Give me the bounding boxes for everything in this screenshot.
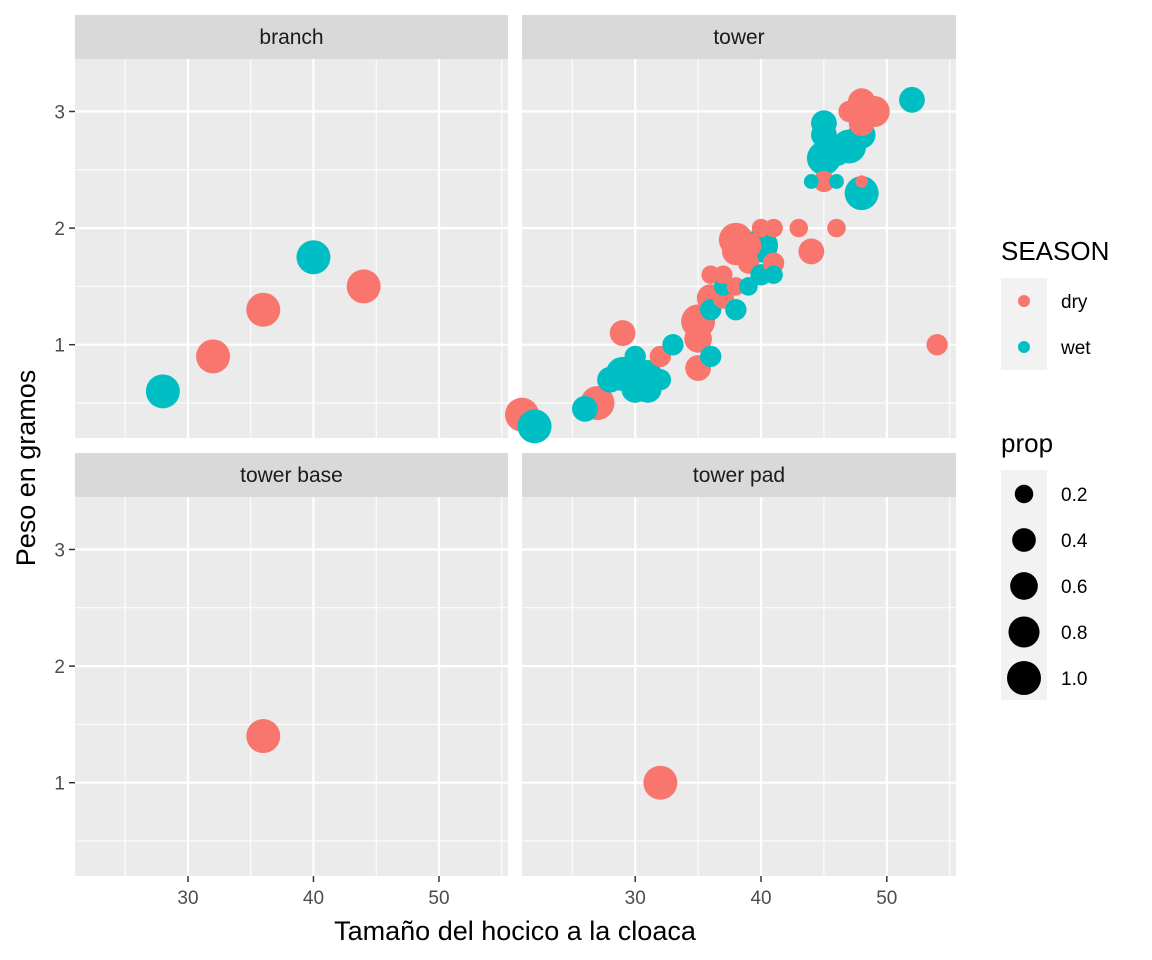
data-point-wet [649,369,672,391]
data-point-dry [246,292,281,327]
facet-strip [522,15,956,59]
facet-strip [522,453,956,497]
data-point-wet [624,345,646,368]
season-legend-title: SEASON [1001,236,1109,266]
data-point-wet [700,345,722,368]
prop-legend-label: 0.6 [1061,577,1087,598]
x-tick-label: 40 [303,888,324,909]
data-point-wet [811,110,837,137]
prop-legend-title: prop [1001,428,1053,458]
season-legend-label: dry [1061,292,1088,313]
prop-legend-label: 0.8 [1061,623,1087,644]
data-point-dry [838,100,860,123]
data-point-dry [609,320,636,346]
facet-strip-label: tower [713,26,764,49]
panel-background [75,59,508,438]
facet-panels: branch tower tower base tower pad [75,15,956,876]
x-tick-label: 40 [750,888,771,909]
prop-legend-key [1008,616,1040,648]
prop-legend-key [1007,661,1041,695]
data-point-dry [926,334,948,356]
facet-strip-label: tower base [240,464,343,487]
data-point-dry [827,218,846,238]
facet-strip [75,453,508,497]
facet-tower: tower [505,15,956,444]
data-point-dry [196,339,231,374]
data-point-wet [296,240,331,275]
panel-background [75,497,508,876]
y-tick-label: 1 [54,336,65,357]
data-point-wet [571,395,598,422]
facet-strip-label: branch [259,26,323,49]
data-point-wet [844,176,879,211]
axes: 1 2 3 1 2 3 30 40 50 30 40 50 [54,102,897,909]
data-point-wet [829,174,844,189]
prop-legend-label: 0.4 [1061,531,1088,552]
data-point-wet [803,174,819,189]
x-axis-title: Tamaño del hocico a la cloaca [334,916,697,946]
data-point-dry [246,719,281,754]
data-point-dry [855,175,868,188]
x-tick-label: 50 [876,888,897,909]
data-point-wet [145,374,180,409]
prop-legend-label: 1.0 [1061,669,1087,690]
y-tick-label: 3 [54,540,65,561]
data-point-wet [899,86,925,113]
data-point-dry [346,269,381,304]
season-legend-key-wet [1018,341,1030,353]
data-point-wet [662,334,684,356]
season-legend-key-dry [1018,295,1030,307]
y-tick-label: 2 [54,657,65,678]
facet-strip-label: tower pad [693,464,785,487]
y-tick-label: 3 [54,102,65,123]
data-point-dry [764,218,783,238]
panel-background [522,497,956,876]
prop-legend-key [1014,484,1034,504]
y-tick-label: 1 [54,774,65,795]
x-tick-label: 30 [625,888,646,909]
data-point-dry [789,218,809,238]
data-point-wet [517,409,552,444]
data-point-wet [597,366,623,393]
data-point-dry [735,232,762,259]
facet-branch: branch [75,15,508,438]
x-tick-label: 30 [177,888,198,909]
facet-tower-base: tower base [75,453,508,876]
prop-legend-key [1012,528,1036,552]
season-legend: SEASON dry wet [1001,236,1109,370]
data-point-dry [643,765,678,800]
season-legend-keys-bg [1001,278,1047,370]
y-axis-title: Peso en gramos [11,370,41,567]
data-point-dry [798,238,825,265]
facet-strip [75,15,508,59]
y-tick-label: 2 [54,219,65,240]
data-point-wet [764,265,783,284]
data-point-dry [684,325,712,353]
prop-legend: prop 0.2 0.4 0.6 0.8 1.0 [1001,428,1088,700]
prop-legend-key [1010,572,1038,600]
data-point-dry [714,265,733,284]
data-point-wet [739,277,758,296]
data-point-dry [813,170,835,193]
prop-legend-label: 0.2 [1061,485,1087,506]
season-legend-label: wet [1060,338,1091,359]
facet-tower-pad: tower pad [522,453,956,876]
data-point-wet [725,299,747,321]
x-tick-label: 50 [428,888,449,909]
